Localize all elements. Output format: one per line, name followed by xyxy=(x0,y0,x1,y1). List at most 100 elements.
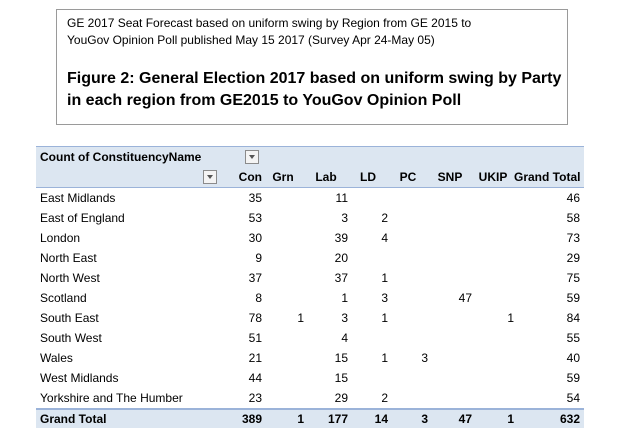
cell-snp xyxy=(428,268,472,288)
cell-grn xyxy=(262,228,304,248)
total-grn: 1 xyxy=(297,412,304,426)
region-label: East Midlands xyxy=(40,191,116,205)
cell-grn xyxy=(262,208,304,228)
col-header-ukip: UKIP xyxy=(478,170,508,184)
row-labels-filter-button[interactable] xyxy=(203,170,217,184)
cell-snp xyxy=(428,348,472,368)
cell-lab: 15 xyxy=(334,351,348,365)
region-label: East of England xyxy=(40,211,125,225)
cell-pc xyxy=(388,388,428,408)
cell-pc xyxy=(388,328,428,348)
table-row: Wales 21 15 1 3 40 xyxy=(36,348,584,368)
total-ukip: 1 xyxy=(507,412,514,426)
col-header-pc: PC xyxy=(399,170,417,184)
cell-ld: 3 xyxy=(381,291,388,305)
cell-snp xyxy=(428,388,472,408)
cell-lab: 11 xyxy=(335,191,348,205)
cell-pc xyxy=(388,228,428,248)
cell-ld xyxy=(348,328,388,348)
cell-lab: 1 xyxy=(341,291,348,305)
cell-grn xyxy=(262,288,304,308)
cell-pc xyxy=(388,308,428,328)
cell-snp xyxy=(428,188,472,208)
table-row: Scotland 8 1 3 47 59 xyxy=(36,288,584,308)
total-ld: 14 xyxy=(374,412,388,426)
figure-title: Figure 2: General Election 2017 based on… xyxy=(67,70,562,109)
pivot-body: East Midlands 35 11 46 East of England 53 3 2 58… xyxy=(36,188,584,408)
table-row: South East 78 1 3 1 1 84 xyxy=(36,308,584,328)
cell-pc xyxy=(388,188,428,208)
cell-grn xyxy=(262,268,304,288)
region-label: West Midlands xyxy=(40,371,119,385)
cell-grand-total: 29 xyxy=(566,251,580,265)
grand-total-label: Grand Total xyxy=(40,412,107,426)
cell-ukip xyxy=(472,208,514,228)
forecast-info-box: GE 2017 Seat Forecast based on uniform s… xyxy=(56,9,568,125)
region-label: North East xyxy=(40,251,97,265)
table-row: Yorkshire and The Humber 23 29 2 54 xyxy=(36,388,584,408)
cell-snp xyxy=(428,208,472,228)
region-label: London xyxy=(40,231,81,245)
cell-ld: 1 xyxy=(381,351,388,365)
cell-con: 23 xyxy=(248,391,262,405)
cell-grn xyxy=(262,328,304,348)
value-field-label: Count of ConstituencyName xyxy=(40,150,202,164)
col-header-snp: SNP xyxy=(437,170,463,184)
cell-ld xyxy=(348,368,388,388)
cell-grand-total: 55 xyxy=(566,331,580,345)
cell-grand-total: 54 xyxy=(566,391,580,405)
cell-pc xyxy=(388,248,428,268)
cell-snp xyxy=(428,308,472,328)
cell-grand-total: 58 xyxy=(566,211,580,225)
cell-ukip xyxy=(472,288,514,308)
cell-grand-total: 84 xyxy=(566,311,580,325)
total-pc: 3 xyxy=(421,412,428,426)
table-row: London 30 39 4 73 xyxy=(36,228,584,248)
subtitle-line-1: GE 2017 Seat Forecast based on uniform s… xyxy=(67,16,472,30)
table-row: North East 9 20 29 xyxy=(36,248,584,268)
cell-ld: 1 xyxy=(381,311,388,325)
cell-ukip xyxy=(472,328,514,348)
total-con: 389 xyxy=(241,412,262,426)
table-row: South West 51 4 55 xyxy=(36,328,584,348)
cell-con: 78 xyxy=(248,311,262,325)
cell-ukip xyxy=(472,368,514,388)
cell-con: 53 xyxy=(248,211,262,225)
value-field-dropdown-button[interactable] xyxy=(245,150,259,164)
table-row: East of England 53 3 2 58 xyxy=(36,208,584,228)
cell-ukip xyxy=(472,228,514,248)
total-lab: 177 xyxy=(327,412,348,426)
table-row: West Midlands 44 15 59 xyxy=(36,368,584,388)
cell-ukip xyxy=(472,268,514,288)
region-label: South East xyxy=(40,311,99,325)
cell-grn xyxy=(262,388,304,408)
cell-lab: 37 xyxy=(334,271,348,285)
cell-grn: 1 xyxy=(297,311,304,325)
col-header-grand-total: Grand Total xyxy=(514,170,581,184)
cell-lab: 15 xyxy=(334,371,348,385)
pivot-column-header-row: Con Grn Lab LD PC SNP UKIP Grand Total xyxy=(36,167,584,188)
grand-total-row: Grand Total 389 1 177 14 3 47 1 632 xyxy=(36,408,584,428)
cell-con: 30 xyxy=(248,231,262,245)
cell-snp xyxy=(428,368,472,388)
cell-ld: 2 xyxy=(381,391,388,405)
cell-grand-total: 73 xyxy=(566,231,580,245)
table-row: East Midlands 35 11 46 xyxy=(36,188,584,208)
cell-ld xyxy=(348,248,388,268)
cell-ukip xyxy=(472,188,514,208)
cell-pc: 3 xyxy=(421,351,428,365)
cell-grn xyxy=(262,368,304,388)
cell-lab: 20 xyxy=(334,251,348,265)
pivot-value-field-row: Count of ConstituencyName xyxy=(36,146,584,167)
cell-ukip xyxy=(472,388,514,408)
cell-ukip xyxy=(472,248,514,268)
col-header-con: Con xyxy=(238,170,262,184)
cell-grand-total: 59 xyxy=(566,371,580,385)
cell-con: 21 xyxy=(248,351,262,365)
cell-pc xyxy=(388,208,428,228)
pivot-table: Count of ConstituencyName Con Grn Lab LD… xyxy=(36,146,584,428)
cell-lab: 3 xyxy=(341,311,348,325)
cell-grand-total: 59 xyxy=(566,291,580,305)
col-header-grn: Grn xyxy=(272,170,294,184)
cell-snp: 47 xyxy=(458,291,472,305)
